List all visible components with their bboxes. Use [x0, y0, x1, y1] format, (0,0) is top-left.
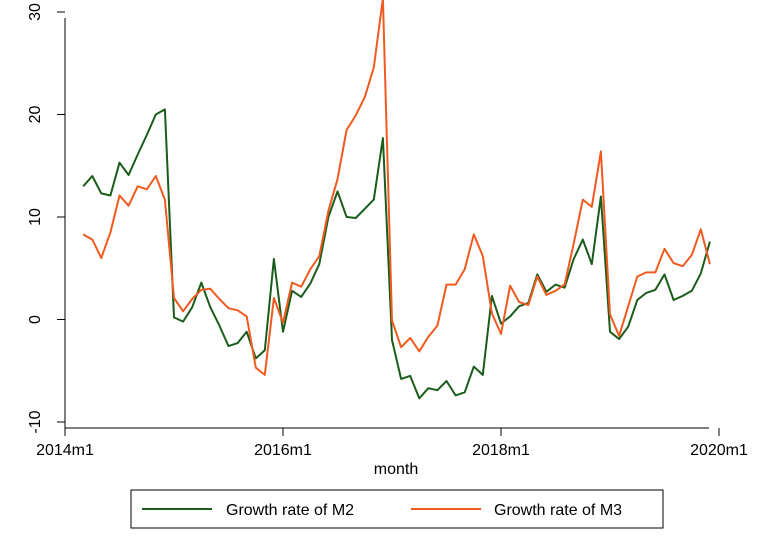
legend-label-m2: Growth rate of M2 — [226, 502, 354, 519]
series-line-m2 — [82, 108, 711, 400]
legend-label-m3: Growth rate of M3 — [494, 502, 622, 519]
y-tick-label: 10 — [27, 208, 44, 226]
x-tick-label: 2020m1 — [690, 442, 748, 459]
legend-box — [130, 489, 664, 529]
x-tick-label: 2016m1 — [254, 442, 312, 459]
x-axis-title: month — [374, 461, 418, 478]
series-line-m3 — [82, 0, 711, 376]
legend: Growth rate of M2 Growth rate of M3 — [130, 489, 664, 529]
x-tick-label: 2018m1 — [472, 442, 530, 459]
series-lines — [82, 0, 711, 400]
y-tick-label: 0 — [27, 315, 44, 324]
y-axis-ticks: -10 0 10 20 30 — [27, 3, 65, 434]
x-tick-label: 2014m1 — [36, 442, 94, 459]
x-axis-ticks: 2014m1 2016m1 2018m1 2020m1 — [36, 428, 748, 459]
y-tick-label: -10 — [27, 410, 44, 433]
y-tick-label: 30 — [27, 3, 44, 21]
y-tick-label: 20 — [27, 106, 44, 124]
